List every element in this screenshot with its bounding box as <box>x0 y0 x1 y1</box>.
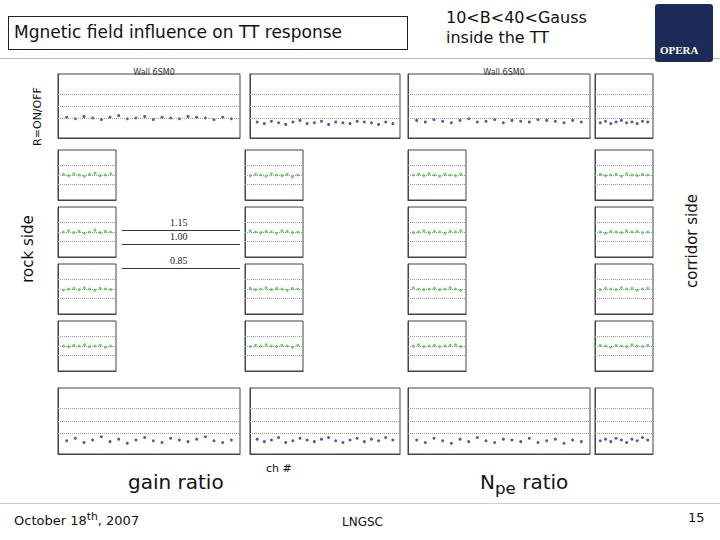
html-text:1.15: 1.15 <box>170 217 188 228</box>
svg-text:Wall 6SM0: Wall 6SM0 <box>483 68 524 77</box>
html-text:10<B<40<Gauss: 10<B<40<Gauss <box>446 8 587 27</box>
html-text:Nperatio: Nperatio <box>480 470 569 498</box>
html-text:corridor side: corridor side <box>683 194 701 288</box>
html-text:October 18th, 2007: October 18th, 2007 <box>14 510 140 529</box>
html-text:gain ratio: gain ratio <box>128 470 224 494</box>
svg-text:Wall 6SM0: Wall 6SM0 <box>133 68 174 77</box>
html-text:inside the TT: inside the TT <box>446 28 550 47</box>
html-text:R=ON/OFF: R=ON/OFF <box>30 87 44 146</box>
html-text:15: 15 <box>688 510 705 525</box>
html-text:Mgnetic field influence on TT: Mgnetic field influence on TT response <box>14 22 342 42</box>
html-text:rock side: rock side <box>19 215 37 283</box>
html-text:1.00: 1.00 <box>170 231 188 242</box>
html-text:ch #: ch # <box>266 462 292 475</box>
html-text:OPERA: OPERA <box>660 44 699 56</box>
html-text:LNGSC: LNGSC <box>342 515 383 529</box>
html-text:0.85: 0.85 <box>170 255 188 266</box>
